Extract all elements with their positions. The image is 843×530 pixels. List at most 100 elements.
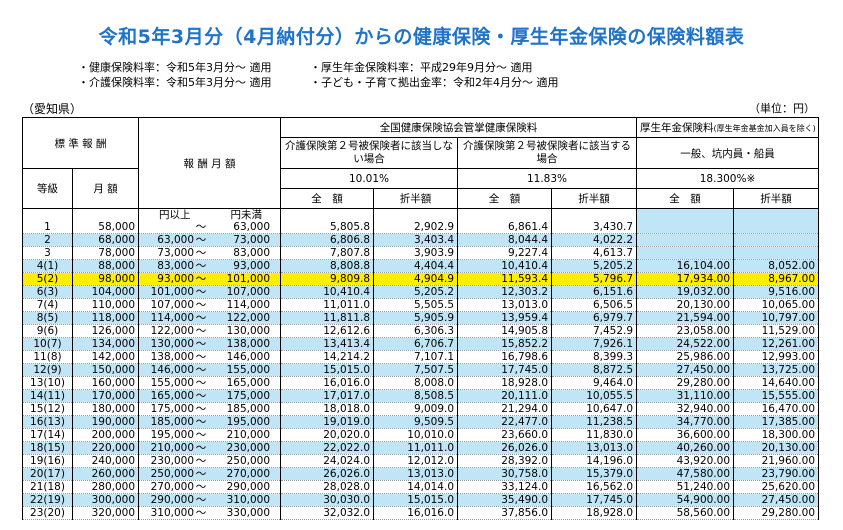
kosei-header: 厚生年金保険料(厚生年金基金加入員を除く) bbox=[636, 117, 820, 138]
grade-cell: 22(19) bbox=[22, 493, 73, 507]
kenpo-care-half-cell: 18,928.0 bbox=[551, 506, 638, 520]
monthly-amount-cell: 88,000 bbox=[71, 259, 140, 273]
grade-cell: 1 bbox=[22, 221, 73, 234]
range-cell: 230,000 ～ 250,000 bbox=[138, 454, 282, 468]
kenpo-total-cell: 16,016.0 bbox=[280, 376, 375, 390]
pension-total-cell: 36,600.00 bbox=[636, 428, 735, 442]
range-cell: 107,000 ～ 114,000 bbox=[138, 298, 282, 312]
monthly-amount-cell: 170,000 bbox=[71, 389, 140, 403]
pension-half-cell: 12,261.00 bbox=[733, 337, 820, 351]
from-label: 円以上 bbox=[159, 208, 191, 221]
pension-half-cell bbox=[733, 246, 820, 260]
table-row: 21(18) 280,000 270,000 ～ 290,000 28,028.0 14,0… bbox=[22, 480, 820, 494]
monthly-amount-cell: 280,000 bbox=[71, 480, 140, 494]
kenpo-half-cell: 16,016.0 bbox=[373, 506, 459, 520]
table-row: 10(7) 134,000 130,000 ～ 138,000 13,413.4 6,706… bbox=[22, 337, 820, 351]
table-row: 13(10) 160,000 155,000 ～ 165,000 16,016.0 8,00… bbox=[22, 376, 820, 390]
kenpo-half-cell: 8,508.5 bbox=[373, 389, 459, 403]
kenpo-half-cell: 7,107.1 bbox=[373, 350, 459, 364]
kenpo-care-half-cell: 6,151.6 bbox=[551, 285, 638, 299]
monthly-amount-cell: 98,000 bbox=[71, 272, 140, 286]
table-row: 9(6) 126,000 122,000 ～ 130,000 12,612.6 6,306.… bbox=[22, 324, 820, 338]
kenpo-care-half-cell: 8,872.5 bbox=[551, 363, 638, 377]
kenpo-half-cell: 10,010.0 bbox=[373, 428, 459, 442]
note-line: ・健康保険料率：令和5年3月分～ 適用 bbox=[78, 61, 272, 74]
kenpo-total-cell: 9,809.8 bbox=[280, 272, 375, 286]
general-header: 一般、坑内員・船員 bbox=[636, 137, 820, 169]
pension-half-cell: 17,385.00 bbox=[733, 415, 820, 429]
kenpo-half-cell: 5,905.9 bbox=[373, 311, 459, 325]
kosei-title: 厚生年金保険料 bbox=[640, 122, 714, 134]
total-header: 全 額 bbox=[280, 188, 375, 209]
kenpo-half-cell: 5,505.5 bbox=[373, 298, 459, 312]
kenpo-total-cell: 11,011.0 bbox=[280, 298, 375, 312]
table-row: 22(19) 300,000 290,000 ～ 310,000 30,030.0 15,0… bbox=[22, 493, 820, 507]
half-header: 折半額 bbox=[373, 188, 459, 209]
kenpo-care-half-cell: 13,013.0 bbox=[551, 441, 638, 455]
monthly-amount-cell: 180,000 bbox=[71, 402, 140, 416]
table-row: 12(9) 150,000 146,000 ～ 155,000 15,015.0 7,507… bbox=[22, 363, 820, 377]
rate-notes-right: ・厚生年金保険料率：平成29年9月分～ 適用 ・子ども・子育て拠出金率：令和2年… bbox=[310, 60, 559, 90]
monthly-amount-cell: 78,000 bbox=[71, 246, 140, 260]
range-cell: 270,000 ～ 290,000 bbox=[138, 480, 282, 494]
kenpo-care-total-cell: 13,013.0 bbox=[457, 298, 553, 312]
pension-total-cell bbox=[636, 246, 735, 260]
kenpo-half-cell: 4,404.4 bbox=[373, 259, 459, 273]
kenpo-care-half-cell: 10,055.5 bbox=[551, 389, 638, 403]
grade-cell: 14(11) bbox=[22, 389, 73, 403]
kenpo-care-total-cell: 10,410.4 bbox=[457, 259, 553, 273]
kenpo-total-cell: 15,015.0 bbox=[280, 363, 375, 377]
table-row: 1 58,000 ～ 63,000 5,805.8 2,902.9 6,861.4 3,430… bbox=[22, 221, 820, 234]
monthly-amount-cell: 134,000 bbox=[71, 337, 140, 351]
grade-cell: 11(8) bbox=[22, 350, 73, 364]
table-row: 14(11) 170,000 165,000 ～ 175,000 17,017.0 8,50… bbox=[22, 389, 820, 403]
kenpo-care-half-cell: 5,796.7 bbox=[551, 272, 638, 286]
pension-total-cell: 43,920.00 bbox=[636, 454, 735, 468]
grade-cell: 13(10) bbox=[22, 376, 73, 390]
pension-total-cell: 58,560.00 bbox=[636, 506, 735, 520]
grade-cell: 20(17) bbox=[22, 467, 73, 481]
kenpo-total-cell: 30,030.0 bbox=[280, 493, 375, 507]
kenpo-total-cell: 10,410.4 bbox=[280, 285, 375, 299]
kenpo-care-total-cell: 13,959.4 bbox=[457, 311, 553, 325]
table-row: 7(4) 110,000 107,000 ～ 114,000 11,011.0 5,505.… bbox=[22, 298, 820, 312]
grade-cell: 3 bbox=[22, 246, 73, 260]
kenpo-total-cell: 5,805.8 bbox=[280, 221, 375, 234]
monthly-amount-cell: 150,000 bbox=[71, 363, 140, 377]
pension-half-cell: 10,797.00 bbox=[733, 311, 820, 325]
range-cell: 210,000 ～ 230,000 bbox=[138, 441, 282, 455]
kenpo-total-cell: 20,020.0 bbox=[280, 428, 375, 442]
grade-cell: 19(16) bbox=[22, 454, 73, 468]
kenpo-half-cell: 6,306.3 bbox=[373, 324, 459, 338]
kenpo-half-cell: 7,507.5 bbox=[373, 363, 459, 377]
kenpo-care-total-cell: 15,852.2 bbox=[457, 337, 553, 351]
range-cell: ～ 63,000 bbox=[138, 221, 282, 234]
kenpo-total-cell: 7,807.8 bbox=[280, 246, 375, 260]
kenpo-half-cell: 11,011.0 bbox=[373, 441, 459, 455]
kenpo-half-cell: 5,205.2 bbox=[373, 285, 459, 299]
monthly-amount-cell: 68,000 bbox=[71, 233, 140, 247]
monthly-amount-cell: 240,000 bbox=[71, 454, 140, 468]
kenpo-care-total-cell: 18,928.0 bbox=[457, 376, 553, 390]
grade-cell: 7(4) bbox=[22, 298, 73, 312]
monthly-header: 月 額 bbox=[71, 168, 140, 209]
grade-cell: 17(14) bbox=[22, 428, 73, 442]
range-cell: 83,000 ～ 93,000 bbox=[138, 259, 282, 273]
kenpo-total-cell: 6,806.8 bbox=[280, 233, 375, 247]
kenpo-care-half-cell: 14,196.0 bbox=[551, 454, 638, 468]
kenpo-total-cell: 22,022.0 bbox=[280, 441, 375, 455]
range-cell: 175,000 ～ 185,000 bbox=[138, 402, 282, 416]
pension-half-cell bbox=[733, 233, 820, 247]
pension-total-cell: 16,104.00 bbox=[636, 259, 735, 273]
monthly-amount-cell: 58,000 bbox=[71, 221, 140, 234]
kenpo-care-total-cell: 28,392.0 bbox=[457, 454, 553, 468]
pension-total-cell: 21,594.00 bbox=[636, 311, 735, 325]
pension-total-cell: 40,260.00 bbox=[636, 441, 735, 455]
pension-total-cell bbox=[636, 221, 735, 234]
monthly-amount-cell: 110,000 bbox=[71, 298, 140, 312]
kenpo-half-cell: 4,904.9 bbox=[373, 272, 459, 286]
table-row: 18(15) 220,000 210,000 ～ 230,000 22,022.0 11,0… bbox=[22, 441, 820, 455]
grade-cell: 8(5) bbox=[22, 311, 73, 325]
table-row: 20(17) 260,000 250,000 ～ 270,000 26,026.0 13,0… bbox=[22, 467, 820, 481]
kenpo-half-cell: 13,013.0 bbox=[373, 467, 459, 481]
